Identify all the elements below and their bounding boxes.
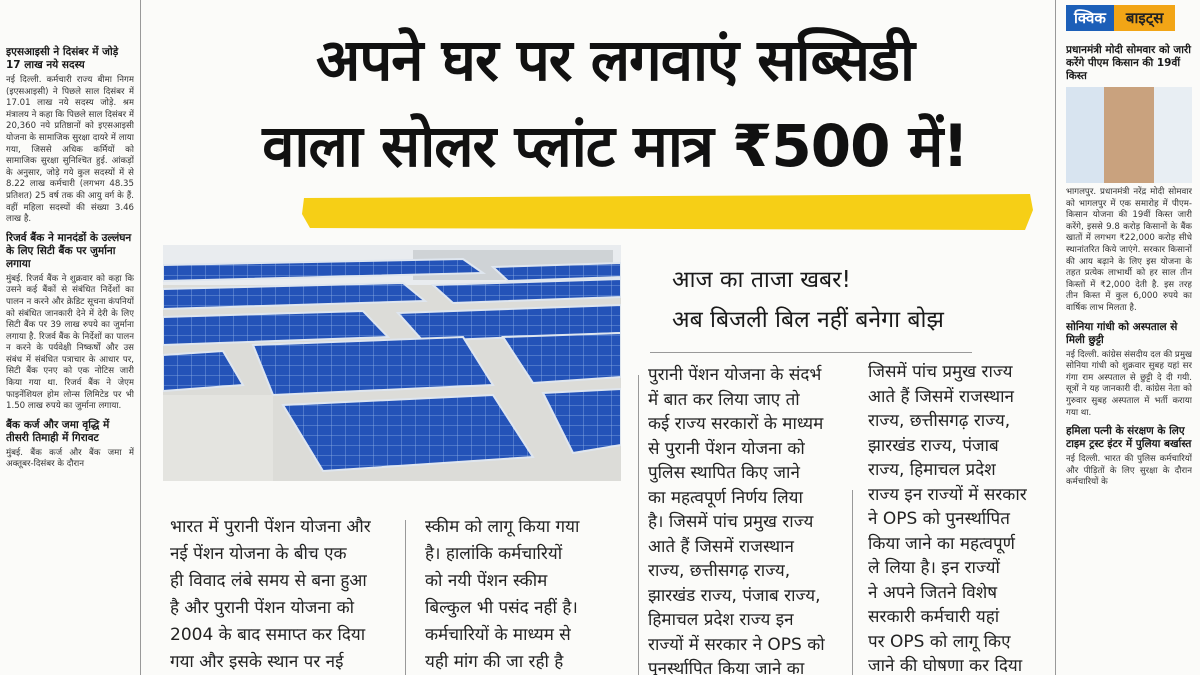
text-line: झारखंड राज्य, पंजाब राज्य, (648, 585, 821, 606)
news-headline: रिजर्व बैंक ने मानदंडों के उल्लंघन के लि… (6, 231, 132, 270)
rule (650, 352, 972, 353)
news-body: भागलपुर. प्रधानमंत्री नरेंद्र मोदी सोमवा… (1066, 187, 1192, 313)
news-body: नई दिल्ली. कर्मचारी राज्य बीमा निगम (इएस… (6, 75, 134, 225)
text-line: आते हैं जिसमें राजस्थान (868, 386, 1014, 407)
divider (638, 375, 639, 675)
text-line: ले लिया है। इन राज्यों (868, 558, 1000, 578)
news-body: मुंबई. बैंक कर्ज और बैंक जमा में अक्तूबर… (6, 447, 134, 470)
news-headline: सोनिया गांधी को अस्पताल से मिली छुट्टी (1066, 320, 1178, 346)
column: पुरानी पेंशन योजना के संदर्भ में बात कर ल… (648, 363, 846, 675)
text-line: है। हालांकि कर्मचारियों (425, 544, 563, 564)
text-line: गया और इसके स्थान पर नई (170, 652, 344, 672)
text-line: पुनर्स्थापित किया जाने का (648, 659, 805, 675)
news-headline: हमिला पत्नी के संरक्षण के लिए टाइम ट्रस्… (1066, 425, 1192, 451)
text-line: है और पुरानी पेंशन योजना को (170, 598, 355, 618)
news-body: नई दिल्ली. भारत की पुलिस कर्मचारियों और … (1066, 454, 1192, 488)
text-line: जिसमें पांच प्रमुख राज्य (868, 362, 1013, 382)
column: स्कीम को लागू किया गया है। हालांकि कर्मचा… (425, 514, 625, 675)
headline: अपने घर पर लगवाएं सब्सिडी (316, 26, 915, 94)
section-label: क्विक बाइट्स (1066, 5, 1176, 31)
left-column: इएसआइसी ने दिसंबर में जोड़े 17 लाख नये स… (6, 40, 134, 675)
text-line: भारत में पुरानी पेंशन योजना और (170, 517, 371, 537)
news-headline: इएसआइसी ने दिसंबर में जोड़े 17 लाख नये स… (6, 46, 119, 71)
text-line: हिमाचल प्रदेश राज्य इन (648, 610, 794, 630)
text-line: ने OPS को पुनर्स्थापित (868, 509, 1010, 529)
text-line: कर्मचारियों के माध्यम से (425, 625, 571, 645)
solar-photo (163, 245, 621, 481)
text-line: पर OPS को लागू किए (868, 631, 1011, 652)
text-line: है। जिसमें पांच प्रमुख राज्य (648, 512, 814, 532)
text-line: नई पेंशन योजना के बीच एक (170, 544, 347, 564)
text-line: ने अपने जितने विशेष (868, 582, 998, 603)
sidebar: प्रधानमंत्री मोदी सोमवार को जारी करेंगे … (1066, 38, 1192, 675)
text-line: राज्य, हिमाचल प्रदेश (868, 460, 996, 480)
highlight-stroke (302, 194, 1033, 230)
text-line: सरकारी कर्मचारी यहां (868, 607, 1000, 627)
text-line: राज्य, छत्तीसगढ़ राज्य, (868, 411, 1011, 431)
news-photo (1066, 87, 1192, 183)
text-line: से पुरानी पेंशन योजना को (648, 438, 805, 459)
text-line: जाने की घोषणा कर दिया (868, 656, 1023, 675)
column: जिसमें पांच प्रमुख राज्य आते हैं जिसमें र… (868, 360, 1048, 675)
text-line: झारखंड राज्य, पंजाब (868, 435, 999, 456)
subheading: आज का ताजा खबर! (672, 267, 851, 293)
news-body: मुंबई. रिजर्व बैंक ने शुक्रवार को कहा कि… (6, 273, 134, 412)
divider (405, 520, 406, 675)
subheading: अब बिजली बिल नहीं बनेगा बोझ (672, 307, 944, 333)
divider (140, 0, 141, 675)
news-headline: प्रधानमंत्री मोदी सोमवार को जारी करेंगे … (1066, 44, 1191, 82)
text-line: ही विवाद लंबे समय से बना हुआ (170, 571, 367, 591)
news-body: नई दिल्ली. कांग्रेस संसदीय दल की प्रमुख … (1066, 349, 1192, 418)
headline: वाला सोलर प्लांट मात्र ₹500 में! (262, 112, 969, 180)
text-line: पुलिस स्थापित किए जाने (648, 463, 800, 483)
text-line: यही मांग की जा रही है (425, 652, 564, 672)
text-line: में बात कर लिया जाए तो (648, 389, 800, 410)
text-line: राज्य, छत्तीसगढ़ राज्य, (648, 561, 791, 581)
text-line: का महत्वपूर्ण निर्णय लिया (648, 487, 803, 508)
text-line: राज्यों में सरकार ने OPS को (648, 634, 825, 655)
text-line: स्कीम को लागू किया गया (425, 517, 580, 537)
text-line: कई राज्य सरकारों के माध्यम (648, 414, 824, 434)
text-line: 2004 के बाद समाप्त कर दिया (170, 625, 366, 645)
text-line: आते हैं जिसमें राजस्थान (648, 536, 794, 557)
label-right: बाइट्स (1113, 5, 1176, 31)
divider (1055, 0, 1056, 675)
divider (852, 490, 853, 675)
text-line: पुरानी पेंशन योजना के संदर्भ (648, 365, 822, 385)
text-line: किया जाने का महत्वपूर्ण (868, 533, 1015, 554)
text-line: राज्य इन राज्यों में सरकार (868, 484, 1027, 505)
label-left: क्विक (1066, 5, 1114, 31)
text-line: को नयी पेंशन स्कीम (425, 571, 548, 591)
column: भारत में पुरानी पेंशन योजना और नई पेंशन य… (170, 514, 395, 675)
text-line: बिल्कुल भी पसंद नहीं है। (425, 598, 578, 618)
news-headline: बैंक कर्ज और जमा वृद्धि में तीसरी तिमाही… (6, 418, 110, 444)
